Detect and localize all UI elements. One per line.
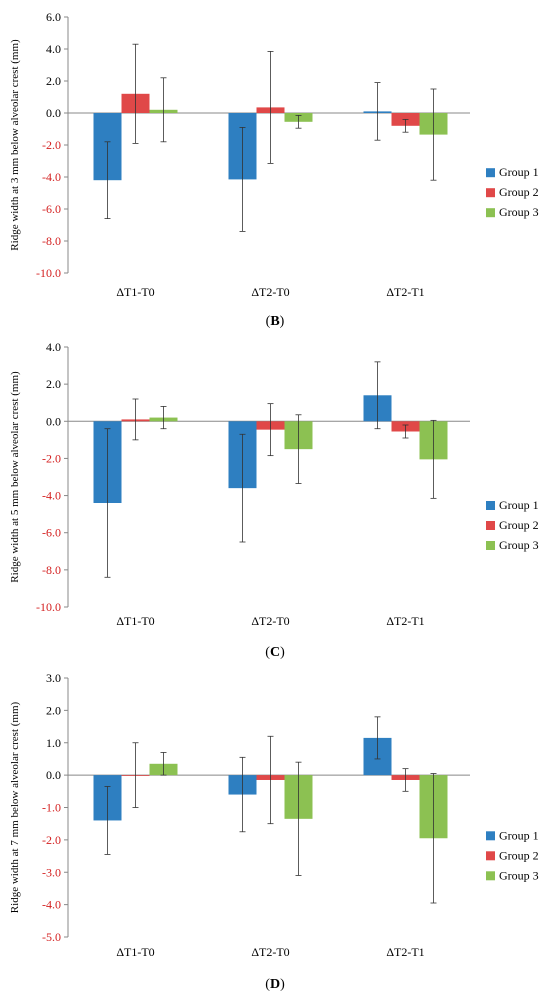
- category-label: ΔT1-T0: [116, 285, 154, 299]
- legend-label: Group 3: [499, 868, 539, 882]
- panel-label: (C): [265, 645, 285, 660]
- legend-swatch: [486, 188, 495, 198]
- category-label: ΔT2-T1: [386, 614, 424, 628]
- y-tick-label: 3.0: [46, 671, 61, 685]
- y-tick-label: -4.0: [42, 489, 61, 503]
- y-tick-label: -10.0: [36, 600, 61, 614]
- legend-swatch: [486, 831, 495, 841]
- legend-swatch: [486, 541, 495, 550]
- y-tick-label: -6.0: [42, 526, 61, 540]
- y-tick-label: -2.0: [42, 138, 61, 152]
- y-axis-title: Ridge width at 7 mm below alveolar crest…: [9, 701, 21, 913]
- category-label: ΔT2-T0: [251, 945, 289, 959]
- panel-label: (B): [266, 314, 285, 329]
- legend-label: Group 3: [499, 205, 539, 219]
- legend-swatch: [486, 501, 495, 510]
- y-tick-label: -5.0: [42, 930, 61, 944]
- legend-label: Group 2: [499, 848, 539, 862]
- y-tick-label: 0.0: [46, 414, 61, 428]
- legend-label: Group 3: [499, 538, 539, 552]
- chart-panel-d: 3.0 2.0 1.0 0.0 -1.0 -2.0 -3.0 -4.0 -5.0 Ridge wi…: [9, 671, 539, 992]
- y-tick-label: 4.0: [46, 340, 61, 354]
- legend-label: Group 2: [499, 185, 539, 199]
- category-label: ΔT1-T0: [116, 945, 154, 959]
- legend-swatch: [486, 168, 495, 178]
- y-tick-label: -4.0: [42, 170, 61, 184]
- y-tick-label: 4.0: [46, 42, 61, 56]
- chart-panel-c: 4.0 2.0 0.0 -2.0 -4.0 -6.0 -8.0 -10.0 Ridge widt…: [9, 340, 539, 660]
- y-tick-label: 6.0: [46, 10, 61, 24]
- y-tick-label: 2.0: [46, 74, 61, 88]
- legend-label: Group 1: [499, 498, 539, 512]
- panel-label: (D): [265, 977, 285, 992]
- legend-label: Group 1: [499, 165, 539, 179]
- y-tick-label: -6.0: [42, 202, 61, 216]
- legend-swatch: [486, 871, 495, 881]
- y-tick-label: 0.0: [46, 106, 61, 120]
- category-label: ΔT1-T0: [116, 614, 154, 628]
- y-tick-label: 2.0: [46, 703, 61, 717]
- legend-swatch: [486, 851, 495, 861]
- y-axis-title: Ridge width at 5 mm below alveolar crest…: [9, 371, 21, 583]
- y-tick-label: 1.0: [46, 736, 61, 750]
- legend-label: Group 1: [499, 828, 539, 842]
- y-tick-label: -8.0: [42, 563, 61, 577]
- chart-panel-b: 6.0 4.0 2.0 0.0 -2.0 -4.0 -6.0 -8.0 -10.0 Ridge w…: [9, 10, 539, 329]
- y-tick-label: -4.0: [42, 898, 61, 912]
- y-tick-label: 2.0: [46, 377, 61, 391]
- y-tick-label: -2.0: [42, 451, 61, 465]
- category-label: ΔT2-T1: [386, 945, 424, 959]
- y-tick-label: -2.0: [42, 833, 61, 847]
- category-label: ΔT2-T0: [251, 614, 289, 628]
- legend-label: Group 2: [499, 518, 539, 532]
- y-tick-label: 0.0: [46, 768, 61, 782]
- legend-swatch: [486, 521, 495, 530]
- y-tick-label: -3.0: [42, 865, 61, 879]
- legend-swatch: [486, 208, 495, 218]
- y-tick-label: -10.0: [36, 266, 61, 280]
- y-tick-label: -1.0: [42, 801, 61, 815]
- category-label: ΔT2-T1: [386, 285, 424, 299]
- y-tick-label: -8.0: [42, 234, 61, 248]
- category-label: ΔT2-T0: [251, 285, 289, 299]
- y-axis-title: Ridge width at 3 mm below alveolar crest…: [9, 39, 21, 251]
